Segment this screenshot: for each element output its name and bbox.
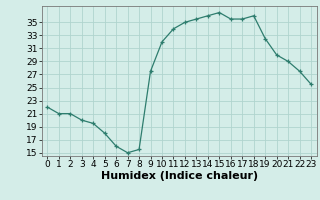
X-axis label: Humidex (Indice chaleur): Humidex (Indice chaleur) [100, 171, 258, 181]
